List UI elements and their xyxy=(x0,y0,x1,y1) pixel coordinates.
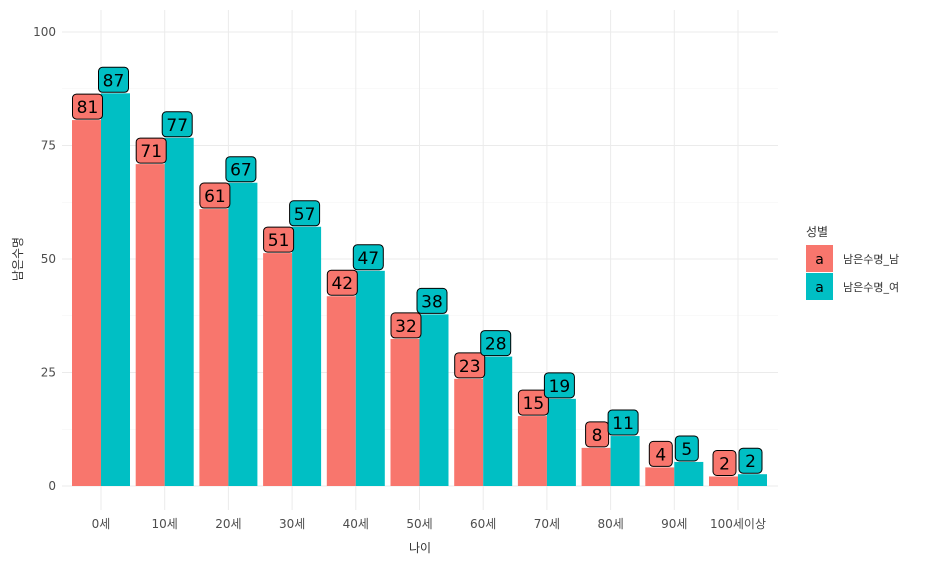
data-label-box xyxy=(289,200,321,227)
data-label-box xyxy=(263,226,295,253)
bar xyxy=(419,314,449,486)
x-axis: 0세 10세 20세 30세 40세 50세 60세 70세 80세 90세 100세이상 xyxy=(92,517,766,531)
data-label-box xyxy=(738,447,763,474)
data-label-box xyxy=(517,389,549,416)
bar xyxy=(228,182,258,486)
bar xyxy=(517,416,547,486)
data-label-box xyxy=(199,182,231,209)
legend-label: 남은수명_남 xyxy=(843,253,899,266)
bar xyxy=(674,461,704,486)
x-tick-label: 40세 xyxy=(343,517,369,531)
x-tick-label: 90세 xyxy=(661,517,687,531)
data-label: 77 xyxy=(166,116,188,136)
data-label-box xyxy=(712,449,737,476)
x-tick-label: 0세 xyxy=(92,517,111,531)
data-label: 47 xyxy=(357,249,379,269)
bar xyxy=(645,467,675,486)
y-tick-label: 50 xyxy=(41,252,56,266)
bar xyxy=(326,296,356,486)
data-label: 28 xyxy=(485,335,507,355)
data-label-box xyxy=(607,409,639,436)
data-label: 11 xyxy=(612,414,634,434)
y-tick-label: 75 xyxy=(41,139,56,153)
data-label-box xyxy=(585,421,610,448)
x-tick-label: 70세 xyxy=(534,517,560,531)
bar xyxy=(581,447,611,486)
data-label: 81 xyxy=(77,98,99,118)
bar xyxy=(709,476,738,486)
data-label: 23 xyxy=(459,357,481,377)
y-tick-label: 100 xyxy=(33,25,56,39)
bar xyxy=(199,209,229,486)
bar xyxy=(390,338,420,486)
data-label-box xyxy=(454,352,486,379)
legend: 성별 a 남은수명_남a 남은수명_여 xyxy=(806,225,899,300)
bar xyxy=(164,137,194,487)
x-tick-label: 100세이상 xyxy=(710,517,766,531)
bar xyxy=(454,378,484,486)
bar xyxy=(135,164,165,486)
bar xyxy=(483,356,513,486)
legend-key-glyph: a xyxy=(815,280,824,296)
data-label-box xyxy=(135,137,167,164)
data-label: 67 xyxy=(230,161,252,181)
data-label: 57 xyxy=(294,205,316,225)
bar xyxy=(263,253,293,486)
legend-title: 성별 xyxy=(806,225,828,239)
bars xyxy=(72,93,767,487)
y-tick-label: 25 xyxy=(41,366,56,380)
data-label: 51 xyxy=(268,231,290,251)
x-tick-label: 80세 xyxy=(597,517,623,531)
data-label: 5 xyxy=(681,440,692,460)
legend-key xyxy=(806,245,833,272)
data-label-box xyxy=(674,435,699,462)
data-label: 8 xyxy=(592,426,603,446)
x-tick-label: 60세 xyxy=(470,517,496,531)
bar xyxy=(610,436,640,486)
bar xyxy=(546,398,576,486)
data-label: 15 xyxy=(523,394,545,414)
data-label: 61 xyxy=(204,187,226,207)
x-tick-label: 20세 xyxy=(215,517,241,531)
data-label: 71 xyxy=(140,142,162,162)
x-tick-label: 30세 xyxy=(279,517,305,531)
data-label: 38 xyxy=(421,292,443,312)
data-label-box xyxy=(225,156,257,183)
y-axis-title: 남은수명 xyxy=(11,237,25,281)
data-label-box xyxy=(648,440,673,467)
data-label: 32 xyxy=(395,317,417,337)
bar xyxy=(355,270,385,486)
legend-key-glyph: a xyxy=(815,252,824,268)
x-tick-label: 10세 xyxy=(152,517,178,531)
data-label-box xyxy=(72,93,103,120)
data-label-box xyxy=(480,330,512,357)
data-label: 2 xyxy=(719,454,730,474)
data-label-box xyxy=(161,111,193,138)
y-tick-label: 0 xyxy=(48,479,56,493)
legend-label: 남은수명_여 xyxy=(843,281,899,294)
data-label-box xyxy=(98,66,129,93)
data-label-box xyxy=(352,244,384,271)
data-label: 42 xyxy=(331,274,353,294)
data-label: 2 xyxy=(745,452,756,472)
data-label-box xyxy=(416,287,448,314)
data-label-box xyxy=(326,269,358,296)
bar xyxy=(72,120,101,487)
bar xyxy=(101,93,130,486)
legend-key xyxy=(806,273,833,300)
bar xyxy=(292,226,322,487)
data-label: 87 xyxy=(103,71,125,91)
bar xyxy=(738,474,767,486)
x-axis-title: 나이 xyxy=(409,541,431,555)
data-label-box xyxy=(390,312,422,339)
data-label: 4 xyxy=(655,445,666,465)
y-axis: 0 25 50 75 100 xyxy=(33,25,56,493)
x-tick-label: 50세 xyxy=(406,517,432,531)
data-label-box xyxy=(543,372,575,399)
data-label: 19 xyxy=(549,377,571,397)
